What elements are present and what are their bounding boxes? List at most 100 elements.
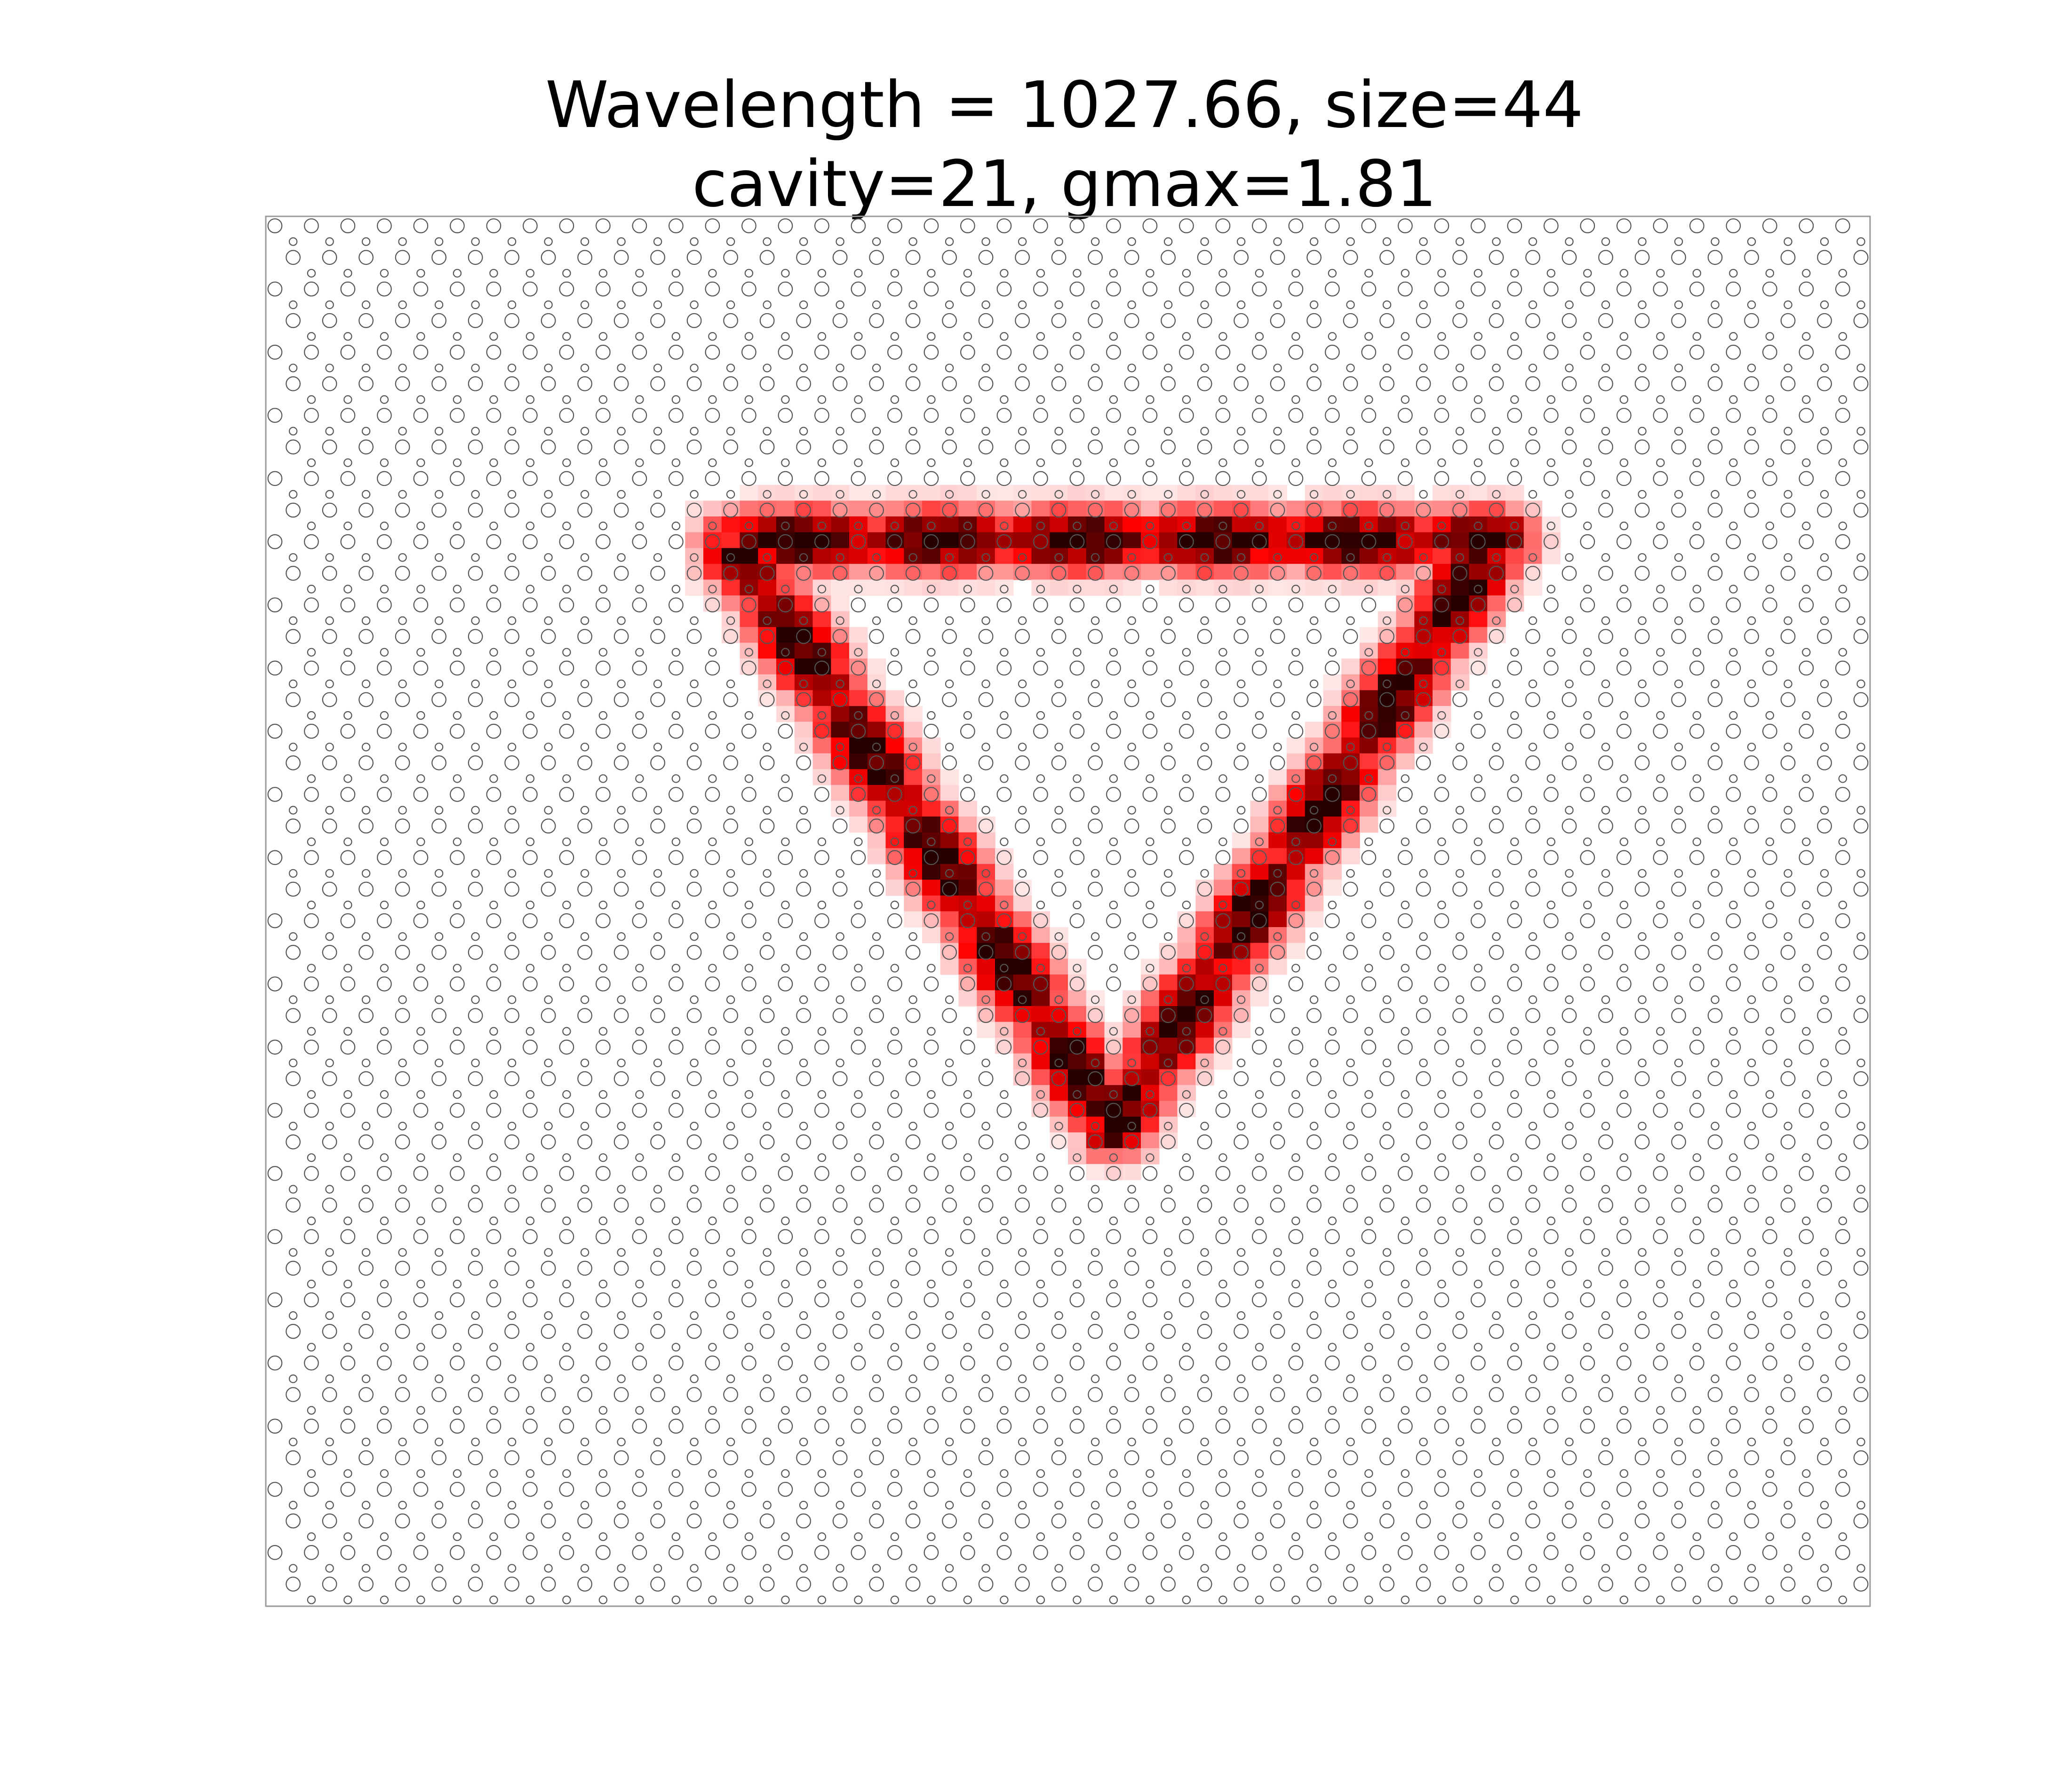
lattice-hole xyxy=(778,344,793,360)
lattice-hole xyxy=(1054,1248,1063,1257)
lattice-hole xyxy=(759,692,775,707)
lattice-hole xyxy=(653,869,662,878)
lattice-hole xyxy=(945,1500,954,1510)
lattice-hole xyxy=(869,250,884,265)
lattice-hole xyxy=(1744,1450,1760,1466)
lattice-hole xyxy=(1346,490,1355,499)
lattice-hole xyxy=(544,995,553,1004)
lattice-hole xyxy=(1780,1450,1796,1466)
lattice-hole xyxy=(507,300,517,309)
lattice-hole xyxy=(1018,1311,1027,1320)
lattice-hole xyxy=(541,818,556,834)
lattice-hole xyxy=(1163,553,1173,562)
lattice-hole xyxy=(377,1292,392,1308)
lattice-hole xyxy=(1528,869,1537,878)
lattice-hole xyxy=(814,471,829,486)
lattice-hole xyxy=(1780,1261,1796,1276)
lattice-hole xyxy=(1634,502,1650,518)
lattice-hole xyxy=(1561,629,1577,644)
field-cell xyxy=(995,880,1014,896)
field-cell xyxy=(1396,500,1415,517)
lattice-hole xyxy=(1288,1166,1304,1181)
lattice-hole xyxy=(1853,1513,1869,1529)
field-cell xyxy=(812,627,831,643)
lattice-hole xyxy=(1638,1121,1647,1131)
lattice-hole xyxy=(1543,787,1559,802)
lattice-hole xyxy=(1561,1261,1577,1276)
lattice-hole xyxy=(1091,1058,1100,1068)
lattice-hole xyxy=(1856,869,1865,878)
field-cell xyxy=(1214,1006,1233,1023)
lattice-hole xyxy=(322,1513,337,1529)
lattice-hole xyxy=(759,565,775,581)
lattice-hole xyxy=(431,1197,446,1213)
lattice-hole xyxy=(851,408,866,423)
lattice-hole xyxy=(759,502,775,518)
lattice-hole xyxy=(1364,1343,1373,1352)
lattice-hole xyxy=(1306,692,1322,707)
lattice-hole xyxy=(708,1406,717,1415)
lattice-hole xyxy=(1820,1564,1829,1573)
lattice-hole xyxy=(1163,364,1173,373)
lattice-hole xyxy=(286,1134,301,1150)
lattice-hole xyxy=(1583,1153,1592,1162)
lattice-hole xyxy=(562,395,571,404)
lattice-hole xyxy=(1178,281,1194,297)
lattice-hole xyxy=(851,723,866,739)
field-cell xyxy=(1141,1053,1160,1070)
lattice-hole xyxy=(927,1153,936,1162)
lattice-hole xyxy=(577,1197,592,1213)
lattice-hole xyxy=(507,743,517,752)
lattice-hole xyxy=(963,900,972,910)
lattice-hole xyxy=(924,1355,939,1371)
lattice-hole xyxy=(1346,553,1355,562)
lattice-hole xyxy=(1598,1134,1614,1150)
lattice-hole xyxy=(471,869,480,878)
lattice-hole xyxy=(1616,1419,1632,1434)
lattice-hole xyxy=(1036,1469,1045,1478)
lattice-hole xyxy=(1762,1039,1777,1055)
lattice-hole xyxy=(851,1166,866,1181)
lattice-hole xyxy=(905,881,921,897)
lattice-hole xyxy=(1507,1166,1522,1181)
lattice-hole xyxy=(1106,1419,1121,1434)
lattice-hole xyxy=(981,237,990,246)
lattice-hole xyxy=(288,743,298,752)
lattice-hole xyxy=(1835,1419,1850,1434)
lattice-hole xyxy=(1671,1387,1687,1402)
lattice-hole xyxy=(1234,439,1249,455)
field-cell xyxy=(885,801,904,817)
lattice-hole xyxy=(924,408,939,423)
lattice-hole xyxy=(981,616,990,625)
lattice-hole xyxy=(541,1134,556,1150)
lattice-hole xyxy=(890,1469,900,1478)
lattice-hole xyxy=(431,439,446,455)
field-cell xyxy=(940,895,959,912)
lattice-hole xyxy=(759,1197,775,1213)
lattice-hole xyxy=(1306,1071,1322,1086)
lattice-hole xyxy=(726,1311,735,1320)
lattice-hole xyxy=(453,1406,462,1415)
lattice-hole xyxy=(690,806,699,815)
lattice-hole xyxy=(1437,648,1446,657)
lattice-hole xyxy=(1197,944,1212,960)
lattice-hole xyxy=(377,850,392,865)
lattice-hole xyxy=(814,1545,829,1560)
lattice-hole xyxy=(851,218,866,234)
field-cell xyxy=(885,737,904,754)
lattice-hole xyxy=(1583,1532,1592,1541)
field-cell xyxy=(1433,627,1451,643)
lattice-hole xyxy=(1616,787,1632,802)
field-cell xyxy=(1177,1006,1196,1023)
lattice-hole xyxy=(1054,995,1063,1004)
lattice-hole xyxy=(1671,1134,1687,1150)
lattice-hole xyxy=(778,1355,793,1371)
lattice-hole xyxy=(1146,1469,1154,1478)
lattice-hole xyxy=(960,1292,975,1308)
field-cell xyxy=(1360,674,1378,691)
lattice-hole xyxy=(1270,881,1285,897)
field-cell xyxy=(1232,848,1251,864)
lattice-hole xyxy=(796,944,811,960)
lattice-hole xyxy=(1073,1532,1082,1541)
lattice-hole xyxy=(434,743,444,752)
